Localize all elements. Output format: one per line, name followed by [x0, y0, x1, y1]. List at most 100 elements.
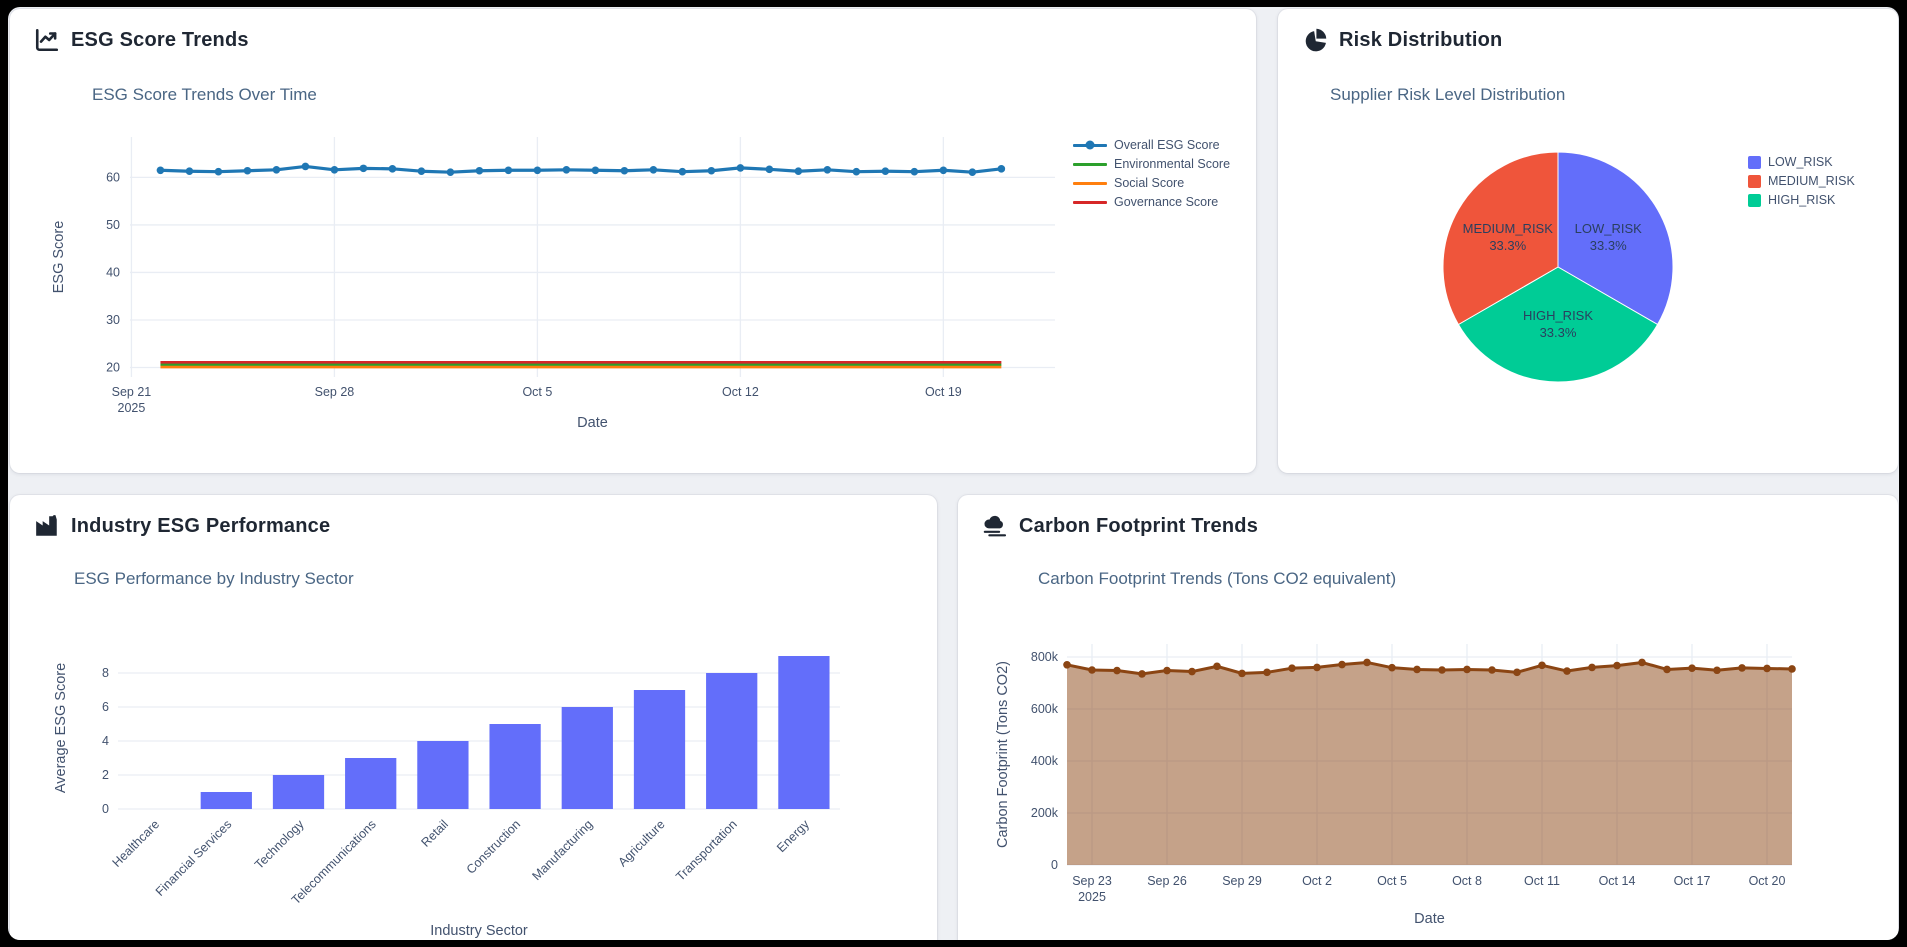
risk-pie-chart-canvas[interactable]: LOW_RISK 33.3% HIGH_RISK 33.3% MEDIUM_RISK 33… [1278, 9, 1898, 473]
data-point[interactable] [1638, 658, 1646, 667]
data-point[interactable] [1463, 665, 1471, 674]
data-point[interactable] [1713, 666, 1721, 675]
data-point[interactable] [504, 166, 513, 175]
data-point[interactable] [1563, 667, 1571, 675]
data-point[interactable] [214, 167, 223, 176]
legend-item-social-score[interactable]: Social Score [1073, 176, 1230, 190]
data-point[interactable] [1413, 665, 1421, 674]
data-point[interactable] [1538, 661, 1546, 670]
data-point[interactable] [881, 167, 890, 176]
carbon-trend-line[interactable] [1066, 660, 1793, 676]
data-point[interactable] [417, 167, 426, 176]
data-point[interactable] [1288, 664, 1296, 672]
data-point[interactable] [707, 166, 716, 175]
legend-marker-dot [1085, 140, 1095, 150]
legend-item-low-risk[interactable]: LOW_RISK [1748, 155, 1855, 169]
data-point[interactable] [1313, 663, 1321, 672]
data-point[interactable] [330, 165, 339, 174]
x-axis-title: Industry Sector [430, 923, 528, 939]
data-point[interactable] [910, 167, 919, 176]
data-point[interactable] [1588, 663, 1596, 672]
data-point[interactable] [968, 168, 977, 176]
data-point[interactable] [1488, 666, 1496, 674]
tick-label: 30 [106, 313, 120, 327]
data-point[interactable] [1213, 662, 1221, 671]
carbon-area-chart-canvas[interactable]: 0 200k 400k 600k 800k Sep 23 2025 Sep 26 Sep 29 O… [958, 495, 1898, 940]
bar-transportation[interactable] [706, 673, 758, 809]
legend-item-overall-esg-score[interactable]: Overall ESG Score [1073, 138, 1230, 152]
series-overall-esg-score-markers[interactable] [156, 162, 1006, 176]
data-point[interactable] [446, 168, 455, 176]
data-point[interactable] [1338, 660, 1346, 669]
data-point[interactable] [765, 165, 774, 174]
data-point[interactable] [678, 167, 687, 176]
line-chart-icon [34, 27, 60, 53]
data-point[interactable] [1613, 661, 1621, 670]
data-point[interactable] [301, 162, 310, 171]
tick-label: 600k [1031, 702, 1059, 716]
data-point[interactable] [1238, 669, 1246, 678]
data-point[interactable] [997, 165, 1006, 173]
data-point[interactable] [156, 166, 165, 175]
data-point[interactable] [620, 166, 629, 175]
data-point[interactable] [1763, 664, 1771, 673]
data-point[interactable] [388, 165, 397, 173]
bar-telecommunications[interactable] [345, 758, 397, 809]
panel-industry-esg-performance: Industry ESG Performance ESG Performance… [10, 495, 937, 940]
data-point[interactable] [736, 164, 745, 172]
data-point[interactable] [359, 164, 368, 173]
data-point[interactable] [794, 167, 803, 176]
data-point[interactable] [823, 165, 832, 174]
panel-title: Risk Distribution [1339, 28, 1503, 51]
carbon-trend-markers[interactable] [1063, 658, 1796, 678]
data-point[interactable] [1188, 667, 1196, 676]
smog-icon [982, 513, 1008, 539]
legend-item-high-risk[interactable]: HIGH_RISK [1748, 193, 1855, 207]
data-point[interactable] [272, 165, 281, 174]
data-point[interactable] [1738, 664, 1746, 672]
legend-item-environmental-score[interactable]: Environmental Score [1073, 157, 1230, 171]
data-point[interactable] [852, 167, 861, 176]
data-point[interactable] [1163, 666, 1171, 675]
data-point[interactable] [1113, 666, 1121, 675]
bar-energy[interactable] [778, 656, 830, 809]
bar-technology[interactable] [272, 775, 325, 809]
panel-title: ESG Score Trends [71, 28, 249, 51]
data-point[interactable] [1788, 665, 1796, 673]
bar-retail[interactable] [417, 741, 469, 809]
bar-manufacturing[interactable] [561, 707, 613, 809]
pie-chart-icon [1302, 27, 1328, 53]
data-point[interactable] [475, 166, 484, 175]
bar-agriculture[interactable] [633, 690, 686, 809]
data-point[interactable] [1513, 668, 1521, 677]
data-point[interactable] [1438, 666, 1446, 674]
data-point[interactable] [649, 165, 658, 174]
bar-financial-services[interactable] [200, 792, 252, 809]
pie-slice-medium-risk[interactable] [1442, 151, 1559, 326]
data-point[interactable] [1663, 665, 1671, 674]
data-point[interactable] [1263, 668, 1271, 677]
data-point[interactable] [1063, 661, 1071, 669]
data-point[interactable] [1363, 658, 1371, 667]
legend-item-governance-score[interactable]: Governance Score [1073, 195, 1230, 209]
data-point[interactable] [591, 166, 600, 175]
data-point[interactable] [562, 165, 571, 174]
x-axis-title: Date [1414, 911, 1445, 927]
legend-item-medium-risk[interactable]: MEDIUM_RISK [1748, 174, 1855, 188]
data-point[interactable] [185, 167, 194, 176]
data-point[interactable] [939, 166, 948, 175]
data-point[interactable] [1688, 664, 1696, 672]
tick-label: Oct 14 [1599, 874, 1636, 888]
pie-slice-high-risk[interactable] [1457, 266, 1659, 383]
data-point[interactable] [1388, 663, 1396, 672]
data-point[interactable] [1088, 666, 1096, 674]
esg-line-chart-canvas[interactable]: 20 30 40 50 60 Sep 21 2025 Sep 28 Oct 5 Oct 12 Oct… [10, 9, 1256, 473]
series-overall-esg-score-line[interactable] [160, 164, 1002, 174]
data-point[interactable] [533, 166, 542, 175]
data-point[interactable] [243, 166, 252, 175]
bar-construction[interactable] [489, 724, 541, 809]
carbon-area-fill[interactable] [1067, 662, 1792, 865]
pie-slice-low-risk[interactable] [1557, 151, 1674, 326]
data-point[interactable] [1138, 670, 1146, 678]
